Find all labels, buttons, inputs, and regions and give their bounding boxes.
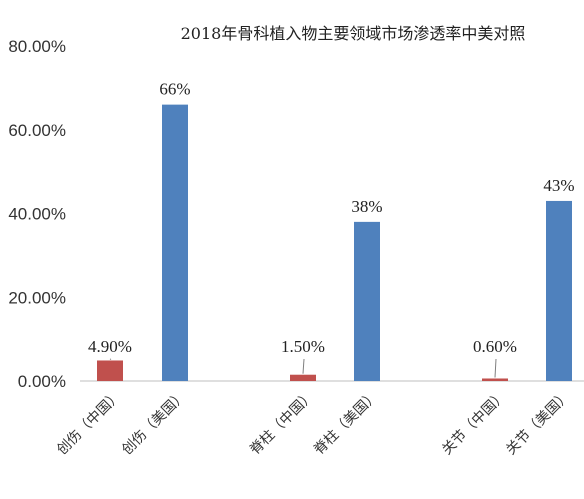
bar-6	[546, 200, 572, 381]
data-label-leader	[494, 358, 497, 378]
x-tick-label: 创伤（中国）	[54, 388, 125, 459]
y-tick-label: 60.00%	[8, 121, 66, 140]
data-label: 43%	[543, 176, 574, 195]
bar-5	[482, 378, 508, 381]
data-label: 38%	[351, 197, 382, 216]
data-label-leader	[302, 358, 305, 374]
data-label: 1.50%	[281, 337, 325, 356]
x-tick-label: 创伤（美国）	[119, 388, 190, 459]
x-tick-label: 关节（中国）	[439, 388, 510, 459]
bar-4	[354, 221, 380, 381]
y-tick-label: 20.00%	[8, 288, 66, 307]
y-tick-label: 0.00%	[18, 372, 66, 391]
bar-2	[162, 104, 188, 381]
y-tick-label: 80.00%	[8, 37, 66, 56]
x-tick-label: 脊柱（美国）	[311, 388, 382, 459]
bar-1	[97, 360, 123, 381]
x-tick-label: 关节（美国）	[503, 388, 574, 459]
data-label: 66%	[159, 80, 190, 99]
data-label: 4.90%	[88, 337, 132, 356]
data-label: 0.60%	[473, 337, 517, 356]
bar-3	[290, 374, 316, 381]
x-tick-label: 脊柱（中国）	[247, 388, 318, 459]
y-tick-label: 40.00%	[8, 205, 66, 224]
chart-title: 2018年骨科植入物主要领域市场渗透率中美对照	[181, 24, 526, 43]
